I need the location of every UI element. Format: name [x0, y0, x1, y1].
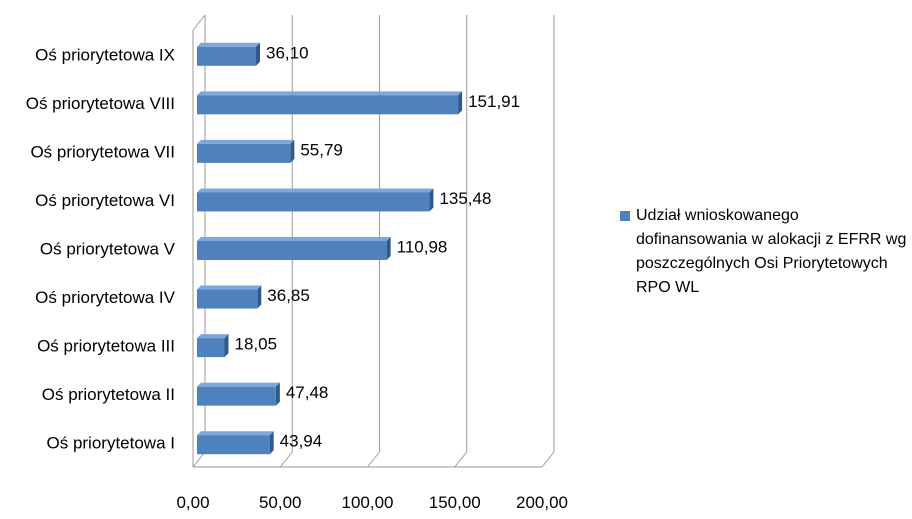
bar-side-face — [224, 334, 229, 358]
data-label: 135,48 — [439, 189, 491, 208]
bar — [197, 188, 434, 212]
bar-top-face — [197, 237, 391, 241]
bars — [197, 42, 463, 455]
axes — [192, 14, 542, 468]
bar — [197, 237, 391, 260]
category-label: Oś priorytetowa VI — [35, 191, 175, 210]
legend-label: Udział wnioskowanego dofinansowania w al… — [636, 207, 907, 296]
x-tick-label: 150,00 — [429, 493, 481, 512]
bar-side-face — [275, 382, 280, 406]
bar — [197, 139, 295, 163]
bar — [197, 285, 262, 309]
bar-top-face — [197, 431, 274, 436]
bar-front-face — [197, 143, 291, 163]
bar-front-face — [197, 46, 256, 66]
category-label: Oś priorytetowa II — [42, 385, 175, 404]
bar-side-face — [257, 285, 262, 309]
category-label: Oś priorytetowa VIII — [26, 94, 175, 113]
bar-top-face — [197, 91, 463, 96]
bar-top-face — [197, 139, 295, 144]
bar-side-face — [290, 139, 295, 163]
bar-side-face — [429, 188, 434, 212]
floor-gridline — [541, 451, 555, 468]
data-label: 151,91 — [468, 92, 520, 111]
data-label: 36,85 — [267, 286, 310, 305]
bar-top-face — [197, 188, 434, 193]
data-labels: 43,94 47,48 18,05 36,85 110,98 135,48 55,79 151… — [234, 43, 520, 450]
floor-gridline — [192, 451, 206, 468]
bar-top-face — [197, 42, 260, 47]
floor-gridline — [454, 451, 468, 468]
floor-gridline — [367, 451, 380, 468]
data-label: 110,98 — [397, 238, 448, 257]
bar-top-face — [197, 334, 229, 339]
bar-side-face — [255, 42, 260, 66]
x-tick-label: 0,00 — [176, 493, 209, 512]
category-label: Oś priorytetowa III — [37, 337, 175, 356]
category-label: Oś priorytetowa V — [40, 240, 176, 259]
bar-front-face — [197, 338, 225, 358]
bar-top-face — [197, 285, 262, 290]
category-label: Oś priorytetowa IV — [35, 288, 175, 307]
category-label: Oś priorytetowa IX — [35, 45, 175, 64]
bar-side-face — [458, 91, 463, 115]
bar-front-face — [197, 435, 270, 455]
bar — [197, 382, 280, 406]
legend-swatch — [620, 211, 630, 221]
bar-front-face — [197, 192, 430, 212]
axis-top-edge — [192, 14, 206, 31]
gridlines — [192, 15, 555, 468]
x-tick-label: 50,00 — [259, 493, 302, 512]
data-label: 43,94 — [280, 432, 323, 451]
bar-front-face — [197, 386, 276, 406]
floor-gridline — [279, 451, 293, 468]
bar-front-face — [197, 241, 387, 260]
tick-labels: 0,00 50,00 100,00 150,00 200,00 — [176, 493, 568, 512]
bar-front-face — [197, 289, 258, 309]
data-label: 18,05 — [234, 335, 277, 354]
x-tick-label: 200,00 — [516, 493, 568, 512]
category-label: Oś priorytetowa I — [47, 434, 176, 453]
bar — [197, 42, 260, 66]
bar-side-face — [386, 237, 391, 260]
bar — [197, 431, 274, 455]
bar — [197, 91, 463, 115]
bar-top-face — [197, 382, 280, 387]
bar-side-face — [269, 431, 274, 455]
x-tick-label: 100,00 — [342, 493, 394, 512]
category-labels: Oś priorytetowa I Oś priorytetowa II Oś pr… — [26, 45, 176, 452]
bar — [197, 334, 229, 358]
bar-front-face — [197, 95, 459, 115]
data-label: 47,48 — [286, 383, 329, 402]
category-label: Oś priorytetowa VII — [30, 142, 175, 161]
data-label: 55,79 — [300, 140, 343, 159]
data-label: 36,10 — [266, 43, 309, 62]
